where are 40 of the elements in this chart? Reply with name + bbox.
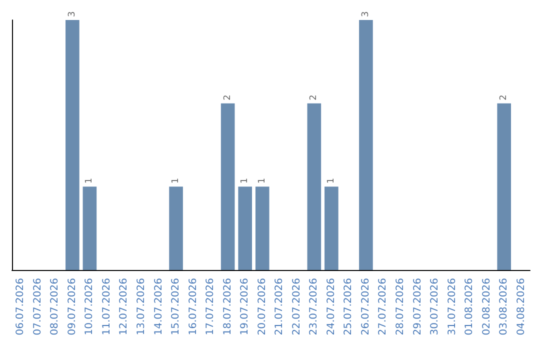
x-tick-label: 10.07.2026 xyxy=(84,278,96,336)
x-tick-label: 29.07.2026 xyxy=(412,278,424,336)
x-tick-label: 02.08.2026 xyxy=(481,278,492,336)
x-tick-label: 31.07.2026 xyxy=(446,278,458,336)
x-tick-label: 06.07.2026 xyxy=(15,278,26,336)
x-tick-label: 08.07.2026 xyxy=(50,278,61,336)
data-label: 3 xyxy=(67,11,78,17)
data-label: 2 xyxy=(309,94,320,100)
x-tick-label: 27.07.2026 xyxy=(378,278,389,336)
data-label: 3 xyxy=(360,11,371,17)
x-tick-label: 26.07.2026 xyxy=(360,278,372,336)
x-tick-label: 12.07.2026 xyxy=(118,278,130,336)
x-tick-label: 19.07.2026 xyxy=(240,278,251,336)
x-tick-label: 21.07.2026 xyxy=(274,278,286,336)
x-tick-label: 13.07.2026 xyxy=(136,278,147,336)
x-tick-label: 03.08.2026 xyxy=(498,278,510,336)
data-label: 1 xyxy=(171,178,182,184)
x-tick-label: 09.07.2026 xyxy=(66,278,78,336)
x-tick-label: 23.07.2026 xyxy=(308,278,320,336)
x-tick-label: 30.07.2026 xyxy=(430,278,441,336)
x-tick-label: 22.07.2026 xyxy=(291,278,302,336)
data-label: 1 xyxy=(240,178,250,184)
x-tick-label: 16.07.2026 xyxy=(188,278,199,336)
data-label: 2 xyxy=(499,94,510,100)
x-tick-label: 01.08.2026 xyxy=(464,278,476,336)
x-tick-label: 15.07.2026 xyxy=(170,278,182,336)
data-label: 1 xyxy=(84,178,95,184)
data-label: 1 xyxy=(326,178,336,184)
data-label: 1 xyxy=(257,178,268,184)
x-tick-label: 25.07.2026 xyxy=(343,278,354,336)
x-tick-label: 28.07.2026 xyxy=(395,278,406,336)
x-tick-label: 07.07.2026 xyxy=(32,278,44,336)
x-tick-label: 14.07.2026 xyxy=(153,278,164,336)
data-label: 2 xyxy=(222,94,233,100)
x-tick-label: 04.08.2026 xyxy=(516,278,527,336)
x-tick-label: 20.07.2026 xyxy=(256,278,268,336)
x-tick-label: 11.07.2026 xyxy=(101,278,112,336)
x-tick-label: 24.07.2026 xyxy=(326,278,337,336)
x-tick-label: 17.07.2026 xyxy=(205,278,216,336)
x-tick-label: 18.07.2026 xyxy=(222,278,234,336)
